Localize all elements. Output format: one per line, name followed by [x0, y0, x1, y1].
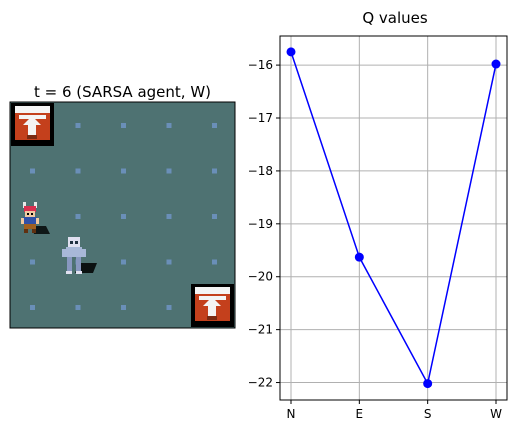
y-axis-ticks: −16 −17 −18 −19 −20 −21 −22 — [248, 58, 280, 389]
game-board — [10, 102, 235, 328]
floor-dot — [167, 260, 172, 265]
data-points — [287, 47, 501, 388]
data-point — [492, 60, 501, 69]
series-line-layer — [291, 52, 496, 384]
gridlines — [280, 36, 507, 400]
chart-title: Q values — [362, 9, 428, 27]
plot-frame — [280, 36, 507, 400]
y-tick-label: −19 — [248, 217, 273, 231]
y-tick-label: −17 — [248, 111, 273, 125]
series-line — [291, 52, 496, 384]
floor-dot — [121, 260, 126, 265]
floor-dot — [30, 305, 35, 310]
floor-dot — [212, 169, 217, 174]
floor-dot — [167, 169, 172, 174]
floor-dot — [212, 123, 217, 128]
floor-dot — [167, 214, 172, 219]
y-tick-label: −16 — [248, 58, 273, 72]
stairs-icon — [191, 284, 234, 327]
q-values-chart: −16 −17 −18 −19 −20 −21 −22 N E S W — [248, 36, 507, 421]
floor-dot — [212, 260, 217, 265]
x-tick-label: N — [287, 407, 296, 421]
floor-dot — [76, 123, 81, 128]
floor-dot — [167, 305, 172, 310]
x-tick-label: W — [490, 407, 502, 421]
floor-dot — [212, 214, 217, 219]
floor-dot — [121, 169, 126, 174]
y-tick-label: −22 — [248, 376, 273, 390]
floor-dot — [76, 305, 81, 310]
x-tick-label: S — [424, 407, 432, 421]
floor-dot — [121, 214, 126, 219]
data-point — [287, 47, 296, 56]
game-title: t = 6 (SARSA agent, W) — [34, 83, 211, 101]
floor-dot — [167, 123, 172, 128]
floor-dot — [76, 169, 81, 174]
floor-dot — [30, 169, 35, 174]
floor-dot — [121, 123, 126, 128]
floor-dot — [76, 214, 81, 219]
floor-dot — [30, 260, 35, 265]
y-tick-label: −18 — [248, 164, 273, 178]
floor-dot — [121, 305, 126, 310]
y-tick-label: −21 — [248, 323, 273, 337]
data-point — [355, 253, 364, 262]
data-point — [423, 379, 432, 388]
y-tick-label: −20 — [248, 270, 273, 284]
x-tick-label: E — [356, 407, 364, 421]
stairs-icon — [11, 103, 54, 146]
